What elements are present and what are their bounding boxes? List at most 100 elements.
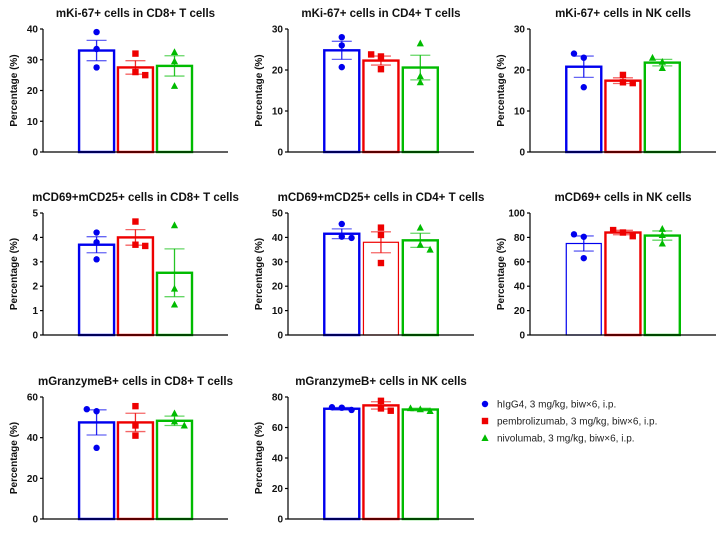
y-tick-label: 80 [514, 233, 526, 244]
y-tick-label: 60 [27, 393, 39, 404]
bar-hIgG4 [323, 407, 361, 521]
data-point-pembrolizumab [132, 218, 139, 225]
data-point-nivolumab [416, 240, 424, 248]
chart-title: mGranzymeB+ cells in CD8+ T cells [38, 376, 233, 388]
y-tick-label: 100 [508, 209, 525, 220]
data-point-pembrolizumab [132, 241, 139, 248]
data-point-hIgG4 [93, 444, 100, 452]
bar-pembrolizumab [116, 236, 155, 337]
data-point-hIgG4 [338, 404, 345, 411]
data-point-nivolumab [658, 239, 666, 247]
y-tick-label: 0 [519, 331, 525, 342]
y-tick-label: 10 [27, 117, 39, 128]
data-point-hIgG4 [348, 406, 355, 414]
y-tick-label: 0 [277, 148, 283, 159]
y-tick-label: 0 [277, 515, 283, 526]
data-point-pembrolizumab [377, 231, 385, 239]
bar-nivolumab [401, 239, 439, 337]
data-point-hIgG4 [93, 64, 100, 71]
y-tick-label: 20 [272, 484, 284, 495]
y-axis-label: Percentage (%) [9, 422, 20, 494]
y-axis-label: Percentage (%) [254, 422, 265, 494]
bar-nivolumab [401, 408, 439, 521]
chart-panel: mKi-67+ cells in CD8+ T cells Percentage … [9, 8, 228, 159]
data-point-nivolumab [416, 78, 424, 86]
y-tick-label: 20 [514, 306, 526, 317]
data-point-pembrolizumab [629, 79, 636, 87]
data-point-hIgG4 [580, 84, 587, 91]
y-tick-label: 0 [32, 148, 38, 159]
data-point-nivolumab [170, 221, 179, 229]
bar-hIgG4 [323, 232, 361, 337]
data-point-hIgG4 [93, 28, 100, 36]
chart-panel: mCD69+mCD25+ cells in CD8+ T cells Percen… [9, 192, 239, 342]
legend-marker-triangle [481, 434, 489, 441]
data-point-pembrolizumab [377, 65, 385, 73]
data-point-nivolumab [170, 48, 179, 56]
y-tick-label: 30 [27, 55, 39, 66]
bar-hIgG4 [565, 65, 603, 154]
data-point-pembrolizumab [619, 229, 627, 236]
y-tick-label: 60 [514, 257, 526, 268]
data-point-hIgG4 [338, 220, 345, 228]
legend-item: hIgG4, 3 mg/kg, biw×6, i.p. [481, 400, 616, 411]
chart-title: mKi-67+ cells in CD8+ T cells [56, 8, 215, 20]
data-point-pembrolizumab [629, 232, 636, 240]
data-point-hIgG4 [83, 406, 90, 413]
y-tick-label: 20 [27, 474, 39, 485]
y-tick-label: 0 [277, 331, 283, 342]
data-point-nivolumab [180, 421, 188, 429]
data-point-pembrolizumab [132, 50, 139, 57]
bar-hIgG4 [77, 421, 116, 521]
bar-pembrolizumab [604, 79, 642, 154]
data-point-pembrolizumab [609, 226, 617, 234]
data-point-nivolumab [426, 245, 434, 253]
data-point-nivolumab [658, 58, 666, 65]
data-point-hIgG4 [570, 231, 578, 238]
chart-panel: mGranzymeB+ cells in CD8+ T cells Percent… [9, 376, 233, 526]
y-tick-label: 50 [272, 209, 284, 220]
bar-pembrolizumab [362, 404, 400, 521]
y-tick-label: 40 [272, 454, 284, 465]
legend-item: nivolumab, 3 mg/kg, biw×6, i.p. [481, 434, 635, 445]
legend-label: hIgG4, 3 mg/kg, biw×6, i.p. [497, 400, 616, 411]
data-point-nivolumab [170, 57, 179, 65]
y-tick-label: 20 [272, 66, 284, 77]
chart-panel: mGranzymeB+ cells in NK cells Percentage … [254, 376, 474, 526]
data-point-hIgG4 [93, 239, 100, 246]
data-point-hIgG4 [580, 233, 587, 240]
y-tick-label: 40 [27, 25, 39, 36]
chart-panel: mCD69+mCD25+ cells in CD4+ T cells Percen… [254, 192, 484, 342]
y-tick-label: 4 [32, 233, 38, 244]
data-point-hIgG4 [93, 256, 100, 263]
data-point-pembrolizumab [142, 242, 149, 250]
y-axis-label: Percentage (%) [496, 238, 507, 310]
bar-pembrolizumab [116, 66, 155, 154]
data-point-hIgG4 [338, 63, 345, 71]
data-point-hIgG4 [580, 254, 587, 262]
chart-panel: mKi-67+ cells in NK cells Percentage (%) 0… [496, 8, 716, 159]
data-point-hIgG4 [93, 45, 100, 53]
data-point-hIgG4 [93, 408, 100, 415]
data-point-nivolumab [170, 284, 179, 292]
data-point-pembrolizumab [142, 71, 149, 79]
legend-marker-square [481, 417, 489, 425]
data-point-hIgG4 [328, 404, 336, 411]
data-point-nivolumab [170, 300, 179, 308]
y-tick-label: 3 [32, 257, 38, 268]
chart-panel: mKi-67+ cells in CD4+ T cells Percentage … [254, 8, 474, 159]
y-axis-label: Percentage (%) [9, 238, 20, 310]
data-point-pembrolizumab [132, 432, 139, 439]
data-point-pembrolizumab [619, 79, 627, 86]
bar-nivolumab [155, 64, 194, 154]
y-tick-label: 40 [514, 282, 526, 293]
data-point-nivolumab [170, 417, 179, 425]
chart-panel: mCD69+ cells in NK cells Percentage (%) 0 2… [496, 192, 716, 342]
data-point-pembrolizumab [132, 402, 139, 410]
y-tick-label: 1 [32, 306, 38, 317]
data-point-pembrolizumab [619, 71, 627, 79]
legend-label: nivolumab, 3 mg/kg, biw×6, i.p. [497, 434, 635, 445]
bar-pembrolizumab [362, 59, 400, 154]
data-point-nivolumab [658, 225, 666, 232]
chart-title: mKi-67+ cells in NK cells [555, 8, 691, 20]
